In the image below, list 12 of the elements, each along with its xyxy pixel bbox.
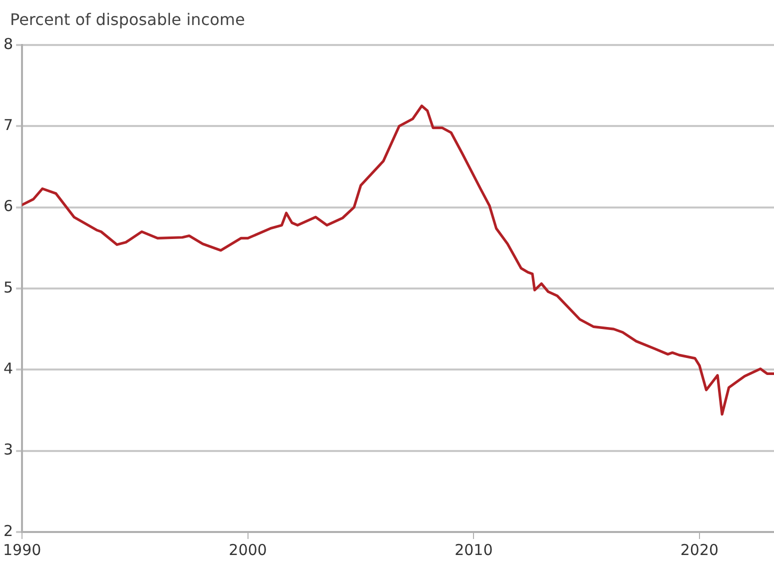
y-tick-label: 6 (4, 197, 14, 216)
y-tick-label: 5 (4, 278, 14, 296)
y-tick-label: 8 (4, 34, 14, 53)
x-tick-label: 2000 (228, 540, 267, 559)
y-axis-title: Percent of disposable income (10, 10, 245, 29)
x-tick-label: 1990 (2, 540, 42, 559)
y-tick-label: 2 (4, 522, 14, 540)
y-tick-label: 7 (4, 116, 14, 134)
y-tick-label: 4 (4, 360, 14, 378)
x-tick-label: 2010 (454, 540, 493, 559)
y-tick-label: 3 (4, 440, 14, 459)
x-tick-label: 2020 (680, 540, 719, 559)
